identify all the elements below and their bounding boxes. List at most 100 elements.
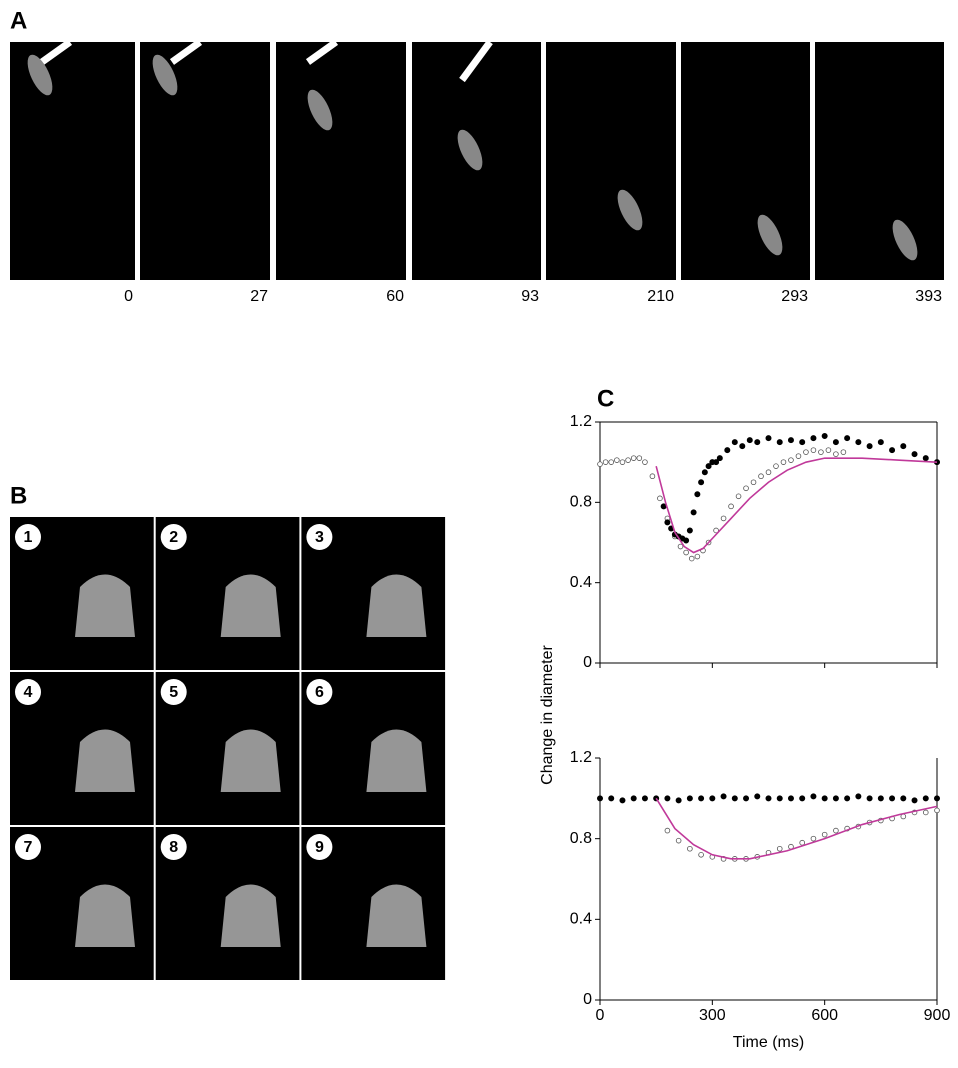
open-point (810, 835, 817, 842)
frame-badge (160, 834, 187, 860)
y-tick-label: 0.8 (570, 830, 592, 847)
video-frame (815, 42, 944, 280)
filled-point (787, 437, 794, 444)
frame-badge (306, 524, 333, 550)
jellyfish (366, 574, 427, 637)
filled-point (694, 491, 701, 498)
filled-point (765, 435, 772, 442)
open-point (780, 459, 787, 465)
filled-point (922, 795, 929, 802)
fit-line (655, 797, 938, 860)
filled-point (664, 519, 671, 526)
y-tick-label: 0.4 (570, 574, 592, 591)
frame-badge (15, 834, 41, 860)
jellyfish (75, 574, 135, 637)
filled-point (675, 797, 682, 804)
filled-point (731, 795, 738, 802)
filled-point (832, 795, 839, 802)
filled-point (844, 435, 851, 442)
frame-number: 3 (315, 529, 324, 546)
filled-point (641, 795, 648, 802)
filled-point (608, 795, 615, 802)
panel-label: B (10, 482, 27, 509)
open-point (619, 459, 626, 465)
y-tick-label: 1.2 (570, 749, 592, 766)
frame-badge (15, 679, 41, 705)
jellyfish (75, 729, 135, 792)
time-label: 60 (386, 288, 404, 305)
open-point (765, 469, 772, 476)
filled-point (889, 447, 896, 454)
time-label: 393 (915, 288, 942, 305)
open-point (597, 461, 603, 467)
open-point (694, 553, 701, 560)
open-point (657, 495, 663, 502)
filled-point (664, 795, 671, 802)
fit-line (655, 457, 938, 554)
open-point (713, 527, 719, 534)
y-tick-label: 1.2 (570, 413, 592, 430)
jellyfish (457, 129, 483, 171)
open-point (728, 503, 734, 510)
open-point (773, 463, 779, 469)
open-point (818, 449, 824, 455)
stimulus-probe (305, 39, 339, 65)
open-point (750, 479, 757, 486)
x-axis-label: Time (ms) (733, 1034, 804, 1051)
open-point (630, 455, 637, 461)
filled-point (709, 795, 716, 802)
jellyfish (75, 884, 135, 947)
open-point (649, 473, 656, 480)
time-label: 0 (124, 288, 133, 305)
filled-point (720, 793, 727, 800)
filled-point (855, 439, 862, 446)
filled-point (713, 459, 720, 466)
filled-point (787, 795, 794, 802)
panel-label: A (10, 7, 27, 34)
jellyfish (220, 884, 281, 947)
filled-point (701, 469, 708, 476)
jellyfish (152, 54, 178, 96)
x-tick-label: 600 (811, 1007, 838, 1024)
open-point (840, 449, 847, 455)
frame-badge (160, 679, 187, 705)
open-point (720, 515, 727, 522)
frame-badge (306, 834, 333, 860)
open-point (922, 809, 929, 816)
filled-point (683, 537, 690, 544)
open-point (821, 831, 828, 838)
open-point (683, 549, 689, 556)
filled-point (739, 443, 746, 450)
stimulus-probe (459, 39, 493, 83)
filled-point (810, 435, 817, 442)
stimulus-probe (169, 39, 203, 65)
open-point (788, 457, 794, 463)
open-point (688, 555, 695, 562)
filled-point (832, 439, 839, 446)
filled-point (686, 795, 693, 802)
frame-badge (160, 524, 187, 550)
filled-point (810, 793, 817, 800)
jellyfish (366, 884, 427, 947)
filled-point (746, 437, 753, 444)
frame-badge (306, 679, 333, 705)
time-label: 293 (781, 288, 808, 305)
filled-point (799, 439, 806, 446)
frame-number: 5 (169, 684, 178, 701)
frame-number: 8 (169, 839, 178, 856)
filled-point (877, 795, 884, 802)
y-tick-label: 0 (583, 654, 592, 671)
frame-number: 4 (24, 684, 33, 701)
filled-point (698, 795, 705, 802)
x-tick-label: 900 (924, 1007, 951, 1024)
filled-point (686, 527, 693, 534)
x-tick-label: 300 (699, 1007, 726, 1024)
filled-point (619, 797, 626, 804)
filled-point (743, 795, 750, 802)
filled-point (934, 795, 941, 802)
open-point (642, 459, 648, 465)
video-frame (276, 42, 406, 280)
y-tick-label: 0 (583, 991, 592, 1008)
filled-point (716, 455, 723, 462)
